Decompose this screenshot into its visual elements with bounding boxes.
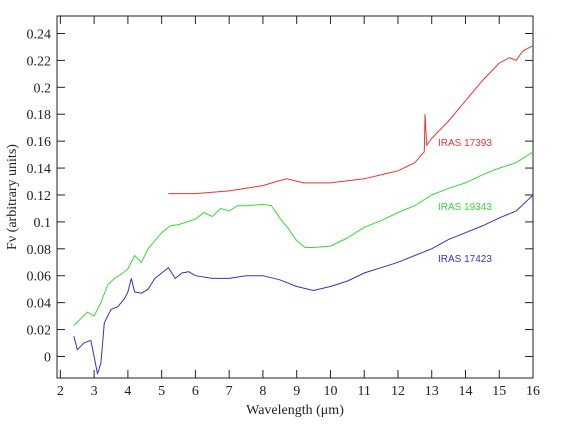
y-tick-label: 0 — [44, 350, 51, 365]
x-tick-label: 15 — [492, 384, 506, 399]
series-line — [73, 151, 534, 326]
plot-frame — [56, 15, 534, 379]
series-line — [168, 45, 534, 195]
y-tick-label: 0.14 — [27, 162, 52, 177]
y-tick-label: 0.06 — [27, 270, 52, 285]
x-tick-label: 2 — [57, 384, 64, 399]
x-tick-label: 8 — [259, 384, 266, 399]
y-tick-label: 0.22 — [27, 54, 52, 69]
x-tick-label: 12 — [391, 384, 405, 399]
y-axis-label: Fν (arbitrary units) — [5, 144, 20, 250]
x-tick-label: 16 — [526, 384, 540, 399]
series-label: IRAS 17423 — [438, 254, 492, 265]
x-tick-label: 9 — [293, 384, 300, 399]
y-tick-label: 0.16 — [27, 135, 52, 150]
x-tick-label: 11 — [357, 384, 370, 399]
series-label: IRAS 19343 — [438, 202, 492, 213]
y-tick-label: 0.18 — [27, 108, 52, 123]
x-tick-label: 10 — [323, 384, 337, 399]
series-label: IRAS 17393 — [438, 138, 492, 149]
x-tick-label: 13 — [425, 384, 439, 399]
y-tick-label: 0.04 — [27, 297, 52, 312]
y-tick-label: 0.1 — [34, 216, 52, 231]
x-tick-label: 5 — [158, 384, 165, 399]
y-tick-label: 0.08 — [27, 243, 52, 258]
y-tick-label: 0.02 — [27, 324, 52, 339]
y-tick-label: 0.2 — [34, 81, 52, 96]
x-tick-label: 3 — [91, 384, 98, 399]
series-line — [73, 194, 534, 375]
x-tick-label: 7 — [226, 384, 233, 399]
y-tick-label: 0.24 — [27, 27, 52, 42]
y-tick-label: 0.12 — [27, 189, 52, 204]
x-tick-label: 14 — [458, 384, 472, 399]
x-tick-label: 4 — [124, 384, 131, 399]
x-axis-label: Wavelength (μm) — [246, 403, 344, 418]
x-tick-label: 6 — [192, 384, 199, 399]
